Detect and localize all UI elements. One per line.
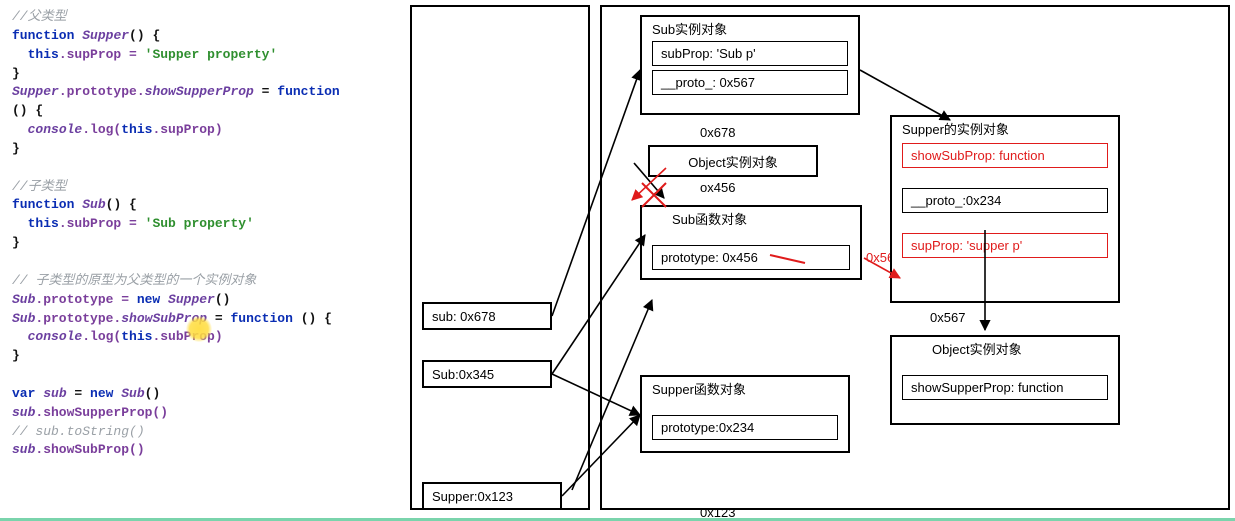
fn: Supper <box>82 28 129 43</box>
address-label: 0x678 <box>700 125 735 140</box>
prop-row: prototype:0x234 <box>652 415 838 440</box>
sub-instance-box: Sub实例对象 subProp: 'Sub p' __proto_: 0x567 <box>640 15 860 115</box>
sub-function-box: Sub函数对象 prototype: 0x456 <box>640 205 862 280</box>
address-label: ox456 <box>700 180 735 195</box>
prop-row: showSupperProp: function <box>902 375 1108 400</box>
kw: function <box>12 28 74 43</box>
supper-instance-box: Supper的实例对象 showSubProp: function __prot… <box>890 115 1120 303</box>
prop-row: subProp: 'Sub p' <box>652 41 848 66</box>
code-panel: //父类型 function Supper() { this.supProp =… <box>0 0 400 510</box>
stack-item: sub: 0x678 <box>422 302 552 330</box>
prop-row: showSubProp: function <box>902 143 1108 168</box>
prop-row: prototype: 0x456 <box>652 245 850 270</box>
address-label: 0x567 <box>930 310 965 325</box>
address-label: 0x123 <box>700 505 735 520</box>
supper-function-box: Supper函数对象 prototype:0x234 <box>640 375 850 453</box>
stack-box <box>410 5 590 510</box>
prop-row: __proto_: 0x567 <box>652 70 848 95</box>
prop-row: supProp: 'supper p' <box>902 233 1108 258</box>
stack-item: Supper:0x123 <box>422 482 562 510</box>
stack-item: Sub:0x345 <box>422 360 552 388</box>
prop-row: __proto_:0x234 <box>902 188 1108 213</box>
object-instance-box: Object实例对象 <box>648 145 818 177</box>
memory-diagram: sub: 0x678 Sub:0x345 Supper:0x123 Sub实例对… <box>400 0 1235 521</box>
code-comment: //父类型 <box>12 9 67 24</box>
object-instance2-box: Object实例对象 showSupperProp: function <box>890 335 1120 425</box>
